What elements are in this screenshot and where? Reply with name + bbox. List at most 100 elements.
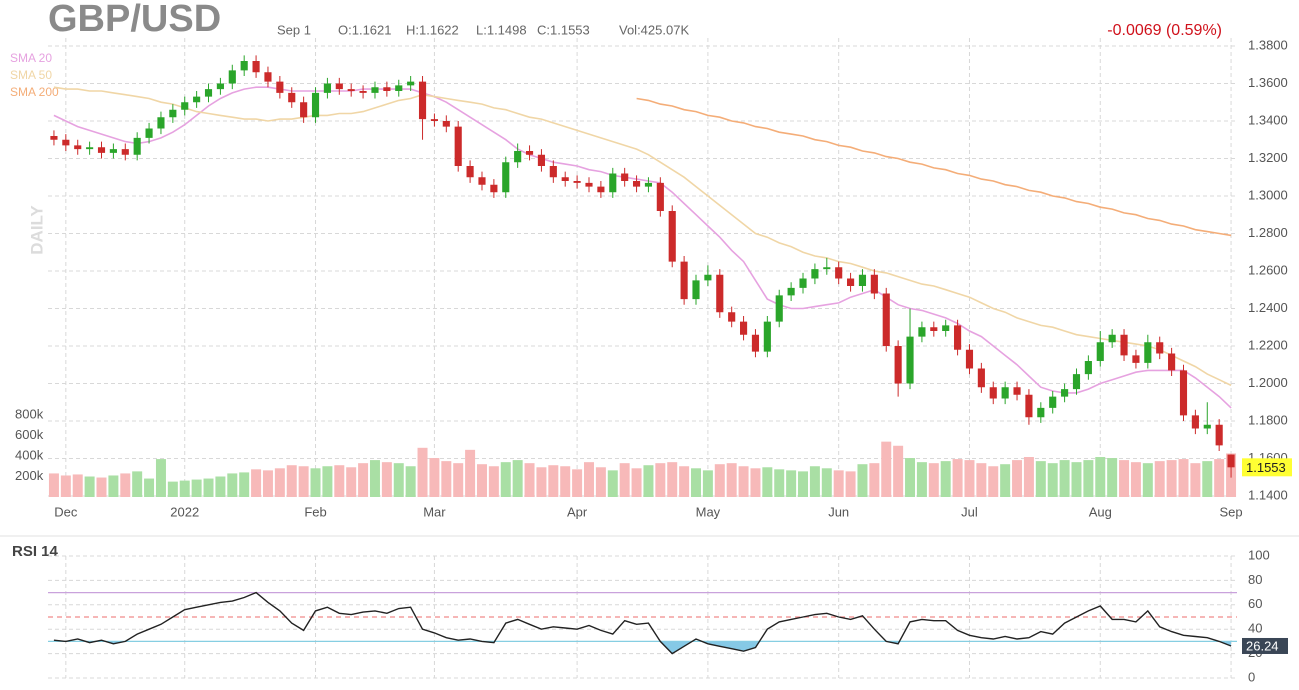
volume-bar <box>346 467 357 497</box>
candle-body <box>894 346 902 384</box>
candle-body <box>573 181 581 183</box>
sma-line <box>636 97 1232 237</box>
volume-bar <box>726 463 737 497</box>
volume-bar <box>560 466 571 497</box>
candle-body <box>228 70 236 84</box>
volume-bar <box>976 463 987 497</box>
x-tick-label: Feb <box>304 504 326 519</box>
volume-bar <box>584 462 594 497</box>
candle-body <box>252 61 260 73</box>
candle-body <box>335 83 343 90</box>
volume-bar <box>702 470 713 497</box>
volume-bar <box>1190 463 1201 497</box>
volume-bar <box>358 463 369 497</box>
legend-entry: SMA 20 <box>10 51 52 65</box>
y-tick-label: 1.1800 <box>1248 412 1288 427</box>
candle-body <box>216 83 224 90</box>
candle-body <box>1132 355 1140 363</box>
candle-body <box>1013 387 1021 395</box>
y-tick-label: 40 <box>1248 621 1262 636</box>
volume-bar <box>393 463 404 497</box>
volume-bar <box>144 478 155 497</box>
sma-line <box>53 86 1232 387</box>
candle-body <box>502 162 510 193</box>
candle-body <box>537 154 546 166</box>
y-tick-label: 1.3400 <box>1248 112 1288 127</box>
x-tick-label: Jun <box>828 504 849 519</box>
candle-body <box>300 102 308 118</box>
candle-body <box>1179 370 1188 416</box>
candle-body <box>989 387 997 399</box>
y-tick-label: 1.2200 <box>1248 337 1288 352</box>
volume-bar <box>429 458 440 497</box>
candle-body <box>728 312 736 322</box>
candle-body <box>763 321 771 352</box>
volume-bar <box>512 460 523 497</box>
candle-body <box>109 149 117 153</box>
candle-body <box>383 87 391 91</box>
volume-bar <box>1023 457 1034 497</box>
candle-body <box>74 145 82 150</box>
volume-bar <box>191 479 202 497</box>
candle-body <box>1191 415 1199 429</box>
volume-bar <box>1083 460 1094 497</box>
candle-body <box>549 166 557 178</box>
candle-body <box>906 336 914 384</box>
volume-bar <box>631 468 642 497</box>
candle-body <box>276 81 284 93</box>
volume-bar <box>167 481 178 497</box>
volume-bar <box>1012 460 1023 497</box>
candle-body <box>1084 361 1092 375</box>
y-tick-label: 1.3000 <box>1248 187 1288 202</box>
volume-bar <box>762 467 773 497</box>
volume-bar <box>928 463 939 497</box>
candle-body <box>965 349 974 369</box>
candle-body <box>942 325 950 331</box>
candle-body <box>930 327 938 331</box>
x-tick-label: Jul <box>961 504 978 519</box>
price-tag: 1.1553 <box>1246 460 1286 475</box>
volume-bar <box>60 475 71 497</box>
x-tick-label: Mar <box>423 504 446 519</box>
volume-bar <box>643 465 654 497</box>
candle-body <box>86 147 94 150</box>
volume-bar <box>441 461 452 497</box>
volume-bar <box>750 468 761 497</box>
volume-bar <box>239 472 250 497</box>
candle-body <box>1168 353 1176 371</box>
candle-body <box>585 182 593 187</box>
candle-body <box>656 182 664 211</box>
volume-bar <box>215 476 226 497</box>
volume-bar <box>536 467 547 497</box>
volume-tick-label: 400k <box>15 447 44 462</box>
info-label: Sep 1 <box>277 22 311 37</box>
candle-body <box>1215 424 1223 446</box>
volume-bar <box>310 468 321 497</box>
candle-body <box>1061 389 1069 397</box>
change-label: -0.0069 (0.59%) <box>1107 22 1222 39</box>
volume-bar <box>809 466 820 497</box>
volume-bar <box>274 468 285 497</box>
y-tick-label: 1.2800 <box>1248 225 1288 240</box>
volume-bar <box>96 477 107 497</box>
volume-bar <box>595 467 606 497</box>
candle-body <box>692 280 700 300</box>
volume-bar <box>988 466 999 497</box>
x-tick-label: Dec <box>54 504 78 519</box>
candle-body <box>668 211 676 262</box>
volume-bar <box>1071 462 1082 497</box>
rsi-tag-bg <box>1242 637 1288 654</box>
candle-body <box>50 136 58 140</box>
volume-bar <box>465 449 476 497</box>
volume-bar <box>893 445 904 497</box>
info-label: H:1.1622 <box>406 22 459 37</box>
candle-body <box>514 151 522 163</box>
candle-body <box>430 119 438 121</box>
volume-bar <box>132 471 143 497</box>
volume-bar <box>714 464 725 497</box>
volume-bar <box>334 465 345 497</box>
candle-body <box>644 182 653 187</box>
candle-body <box>621 173 629 181</box>
candle-body <box>371 87 379 93</box>
